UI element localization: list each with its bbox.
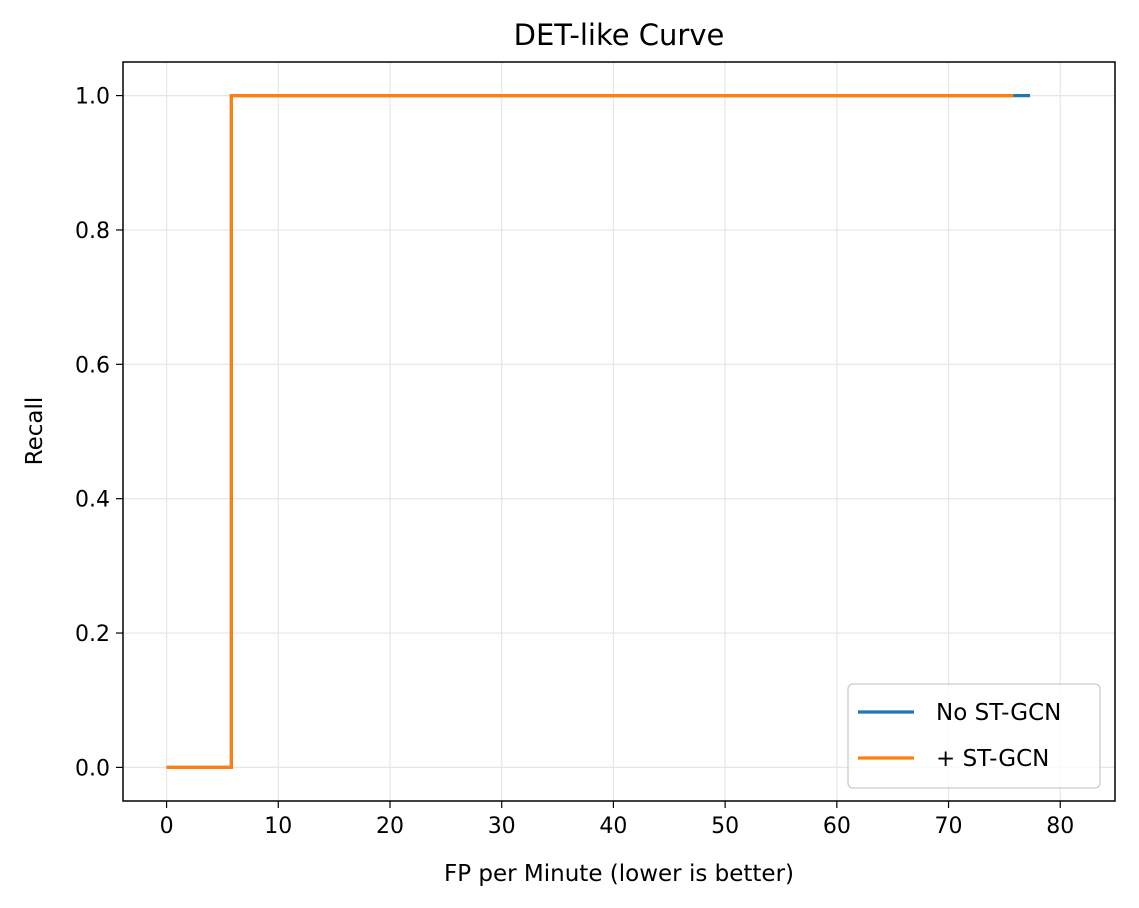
x-tick-label: 70 [935,814,963,839]
legend-label: No ST-GCN [936,700,1061,726]
chart-title: DET-like Curve [514,18,725,52]
plot-frame [122,61,1116,802]
legend-box [847,683,1101,789]
y-tick-label: 1.0 [75,85,110,110]
y-tick-label: 0.6 [75,353,110,378]
x-tick-label: 10 [264,814,292,839]
x-tick-label: 60 [823,814,851,839]
y-tick-label: 0.0 [75,756,110,781]
x-axis-label: FP per Minute (lower is better) [444,861,794,887]
x-tick-label: 80 [1046,814,1074,839]
axis-ticks: 0 10 20 30 40 50 60 70 80 0.0 0.2 0.4 0.6 0.8 1.0 [75,85,1074,839]
series-line-2 [166,93,1014,770]
y-axis-label: Recall [22,397,48,466]
x-tick-label: 50 [711,814,739,839]
x-tick-label: 0 [160,814,174,839]
legend-label: + ST-GCN [936,746,1049,772]
x-tick-label: 20 [376,814,404,839]
y-tick-label: 0.4 [75,488,110,513]
series-lines [166,93,1031,770]
legend: No ST-GCN + ST-GCN [847,683,1101,789]
y-tick-label: 0.8 [75,219,110,244]
x-tick-label: 40 [599,814,627,839]
y-tick-label: 0.2 [75,622,110,647]
x-tick-label: 30 [488,814,516,839]
